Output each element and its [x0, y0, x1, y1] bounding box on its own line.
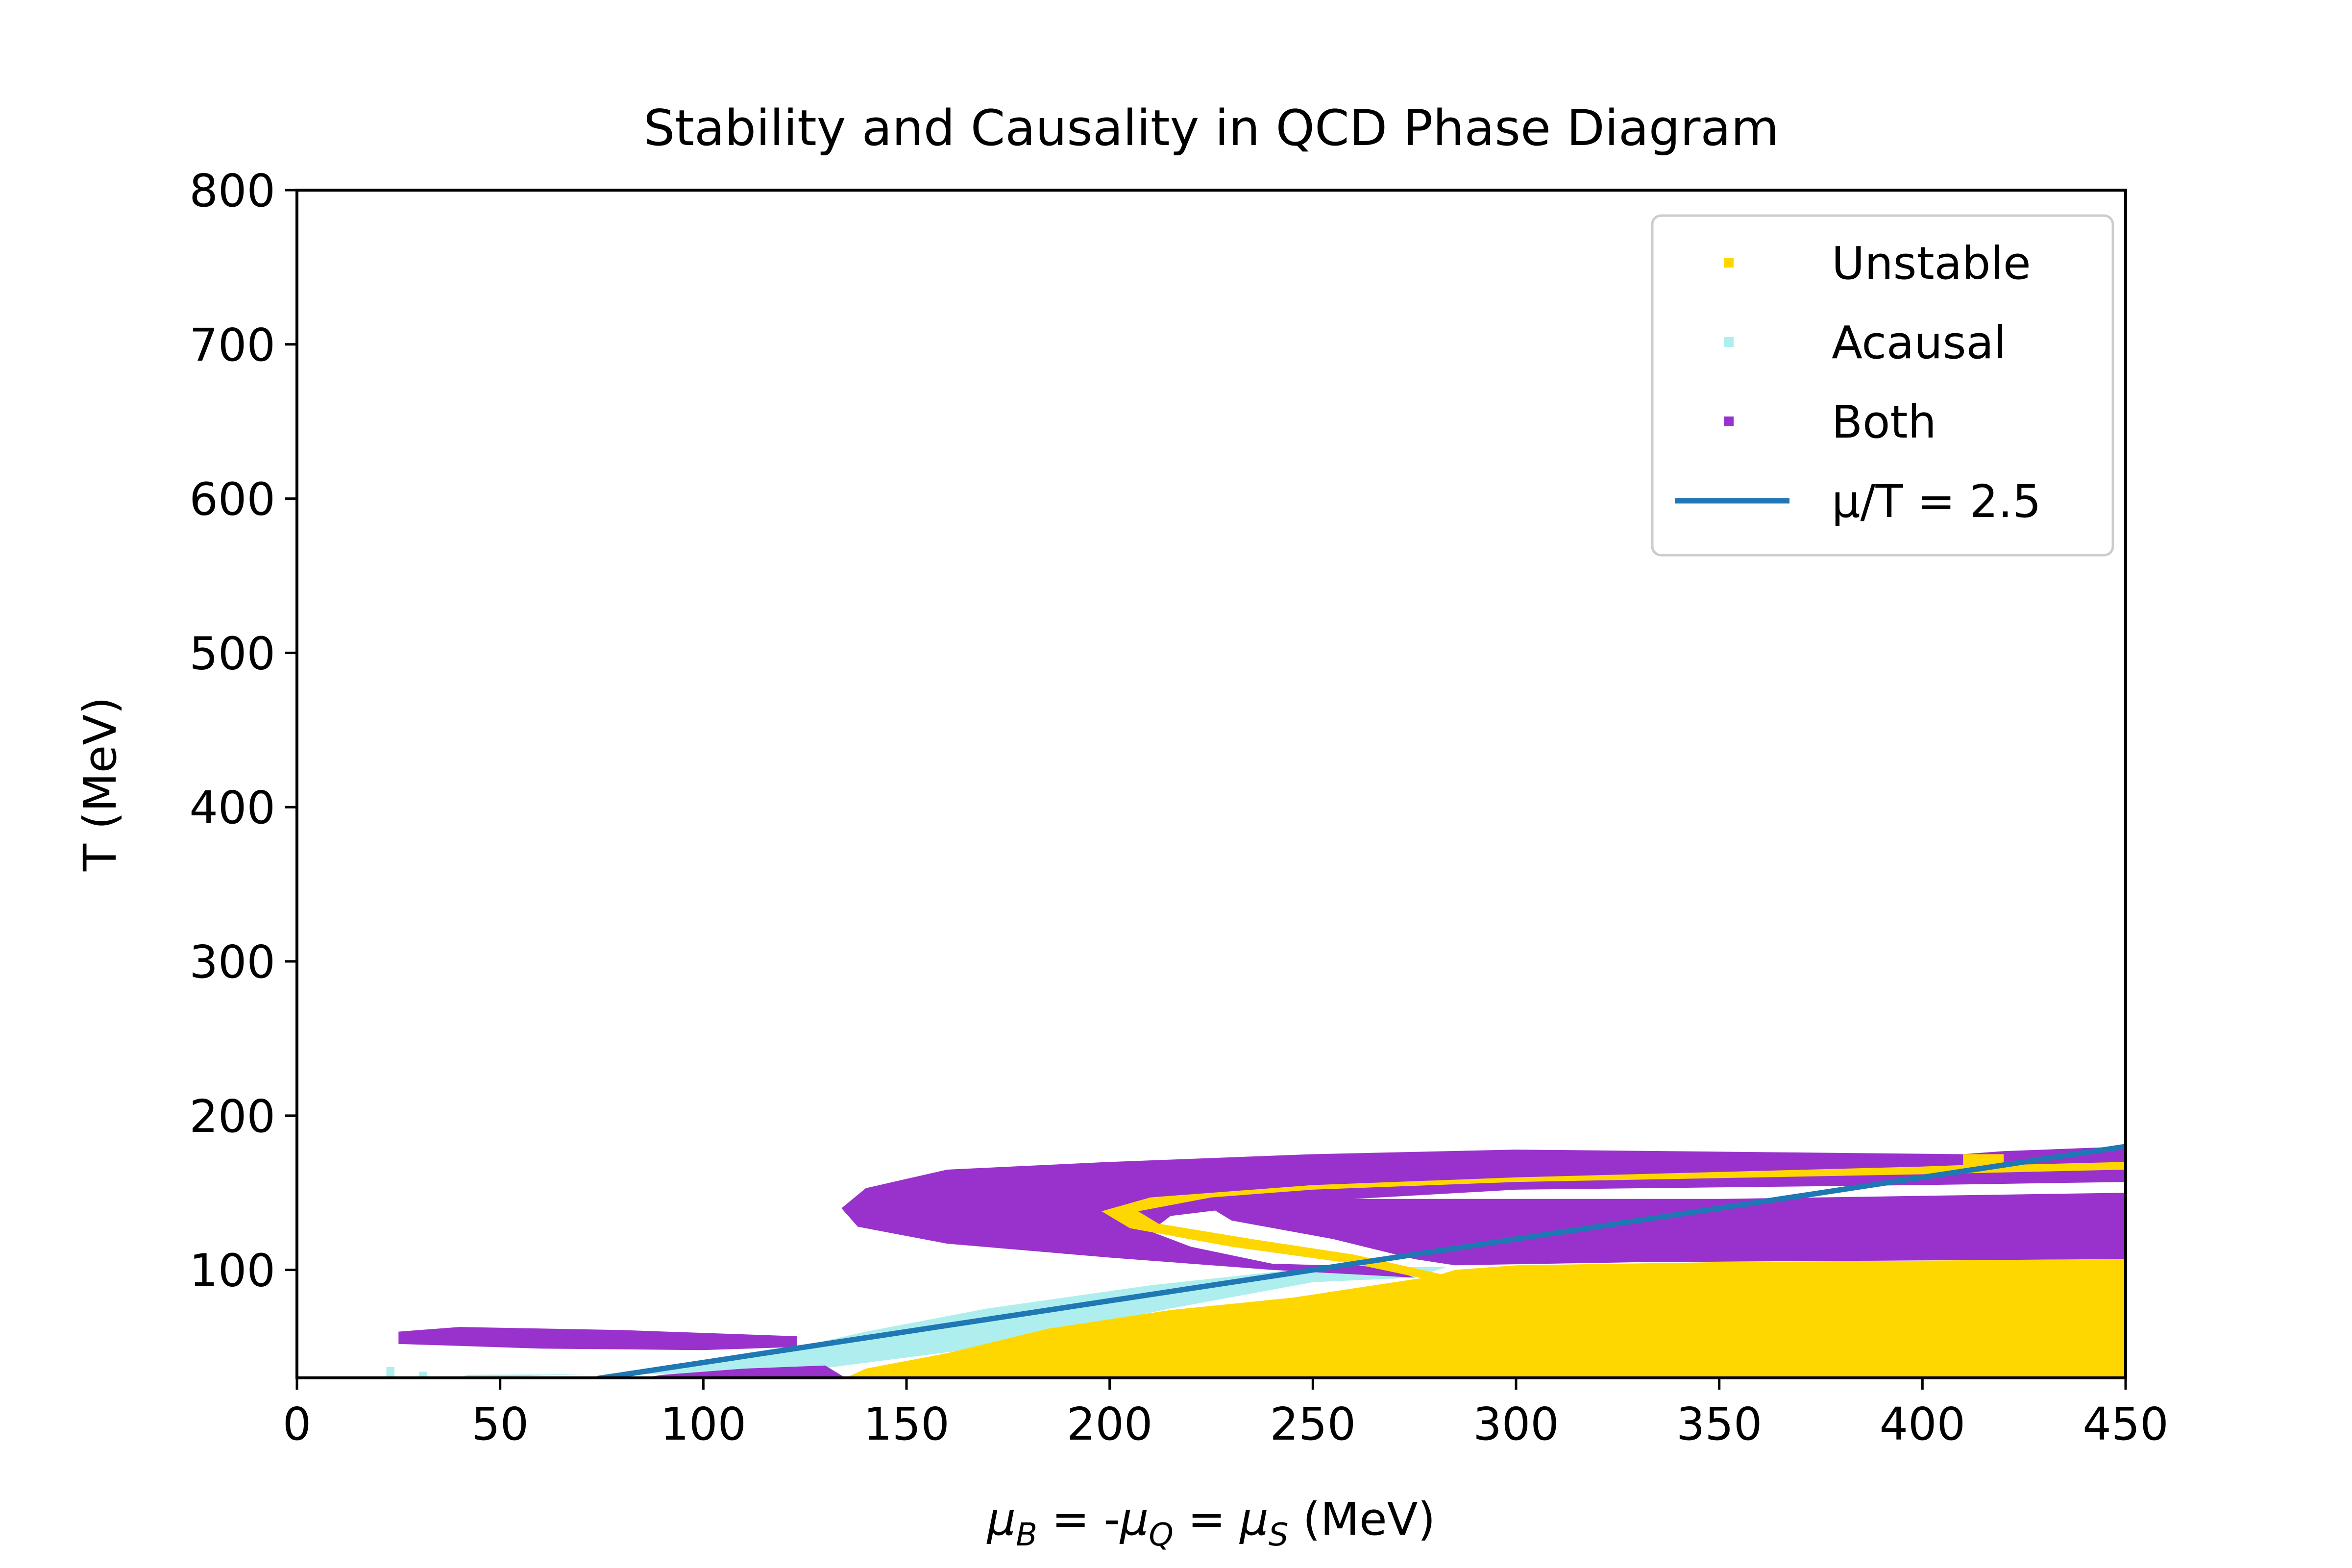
- y-tick-label: 500: [189, 627, 275, 680]
- legend-label: μ/T = 2.5: [1832, 475, 2041, 528]
- x-tick-label: 450: [2082, 1398, 2169, 1450]
- x-label-part: =: [1174, 1493, 1240, 1545]
- region-both-low-small: [398, 1327, 797, 1350]
- y-axis: 100 200 300 400 500 600 700 800: [189, 165, 297, 1297]
- legend-marker: [1724, 416, 1734, 426]
- x-tick-label: 150: [863, 1398, 950, 1450]
- legend-label: Unstable: [1832, 237, 2031, 290]
- x-tick-label: 0: [283, 1398, 312, 1450]
- x-axis-label: μB = -μQ = μS (MeV): [986, 1493, 1436, 1553]
- x-tick-label: 400: [1880, 1398, 1966, 1450]
- y-tick-label: 100: [189, 1245, 275, 1297]
- region-both-upper-band: [841, 1146, 2126, 1278]
- legend-label: Acausal: [1832, 317, 2006, 369]
- x-label-part: (MeV): [1288, 1493, 1435, 1545]
- legend-marker: [1724, 258, 1734, 268]
- legend-label: Both: [1832, 396, 1936, 448]
- region-unstable-main: [845, 1259, 2126, 1378]
- region-unstable-thin-upper: [1102, 1154, 2126, 1279]
- x-tick-label: 100: [661, 1398, 747, 1450]
- y-tick-label: 700: [189, 319, 275, 371]
- region-both-low-left: [642, 1365, 846, 1378]
- plot-frame: [295, 189, 2127, 1379]
- x-tick-label: 50: [471, 1398, 529, 1450]
- region-acausal-dot-1: [386, 1367, 394, 1378]
- y-axis-label: T (MeV): [74, 697, 126, 872]
- x-label-part: = -: [1037, 1493, 1120, 1545]
- x-tick-label: 200: [1067, 1398, 1153, 1450]
- line-layer: [597, 1144, 2126, 1378]
- x-tick-label: 250: [1270, 1398, 1356, 1450]
- region-both-mid-band: [1211, 1193, 2126, 1266]
- x-label-part: μ: [1119, 1493, 1149, 1545]
- y-tick-label: 300: [189, 936, 275, 988]
- x-tick-label: 300: [1473, 1398, 1559, 1450]
- x-label-part: μ: [1239, 1493, 1269, 1545]
- x-label-subscript: B: [1016, 1517, 1037, 1553]
- legend-frame: [1651, 214, 2114, 557]
- region-acausal-dot-2: [418, 1372, 427, 1378]
- y-tick-label: 600: [189, 473, 275, 526]
- legend: Unstable Acausal Both μ/T = 2.5: [1651, 214, 2114, 557]
- x-label-subscript: S: [1269, 1517, 1289, 1553]
- chart-title: Stability and Causality in QCD Phase Dia…: [643, 99, 1779, 157]
- y-tick-label: 200: [189, 1090, 275, 1143]
- x-tick-label: 350: [1676, 1398, 1763, 1450]
- series-line-mu-over-t: [597, 1144, 2126, 1378]
- legend-marker: [1724, 337, 1734, 347]
- x-axis: 0 50 100 150 200 250 300 350 400 450: [283, 1378, 2169, 1450]
- x-label-subscript: Q: [1149, 1517, 1173, 1553]
- regions-layer: [386, 1146, 2126, 1378]
- x-label-part: μ: [986, 1493, 1016, 1545]
- y-tick-label: 400: [189, 782, 275, 834]
- y-tick-label: 800: [189, 165, 275, 217]
